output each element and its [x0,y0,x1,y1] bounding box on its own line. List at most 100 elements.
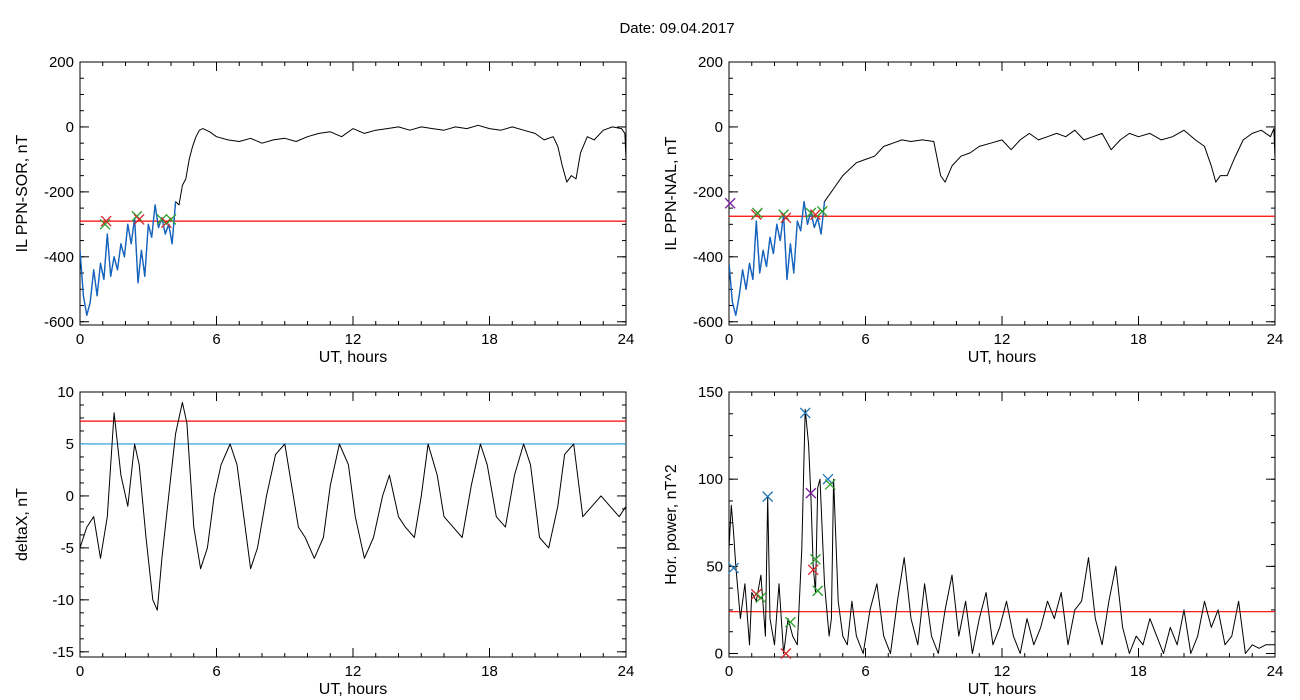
event-marker [762,491,774,503]
event-marker [755,592,767,604]
x-axis-label: UT, hours [968,349,1036,366]
event-marker [807,564,819,576]
event-marker [100,215,112,227]
x-tick-label: 18 [1130,663,1147,680]
x-tick-label: 24 [1267,663,1284,680]
y-tick-label: -600 [44,314,74,331]
plot-frame [79,391,627,658]
highlight-segment [80,201,177,316]
highlight-segment [729,200,826,316]
marker-stroke [160,217,172,229]
marker-stroke [805,207,817,219]
marker-stroke [762,491,774,503]
x-tick-label: 12 [994,663,1011,680]
y-axis-label: deltaX, nT [14,488,31,561]
marker-stroke [809,209,821,221]
y-tick-label: 10 [57,384,74,401]
marker-stroke [799,407,811,419]
x-tick-label: 12 [345,331,362,348]
x-tick-label: 0 [725,663,733,680]
marker-stroke [99,218,111,230]
y-axis-label: IL PPN-SOR, nT [14,134,31,252]
page-title: Date: 09.04.2017 [619,20,734,37]
event-marker [780,648,792,659]
plot-frame [728,61,1276,326]
x-tick-label: 24 [618,331,635,348]
x-tick-label: 12 [994,331,1011,348]
x-tick-label: 24 [1267,331,1284,348]
event-marker [784,616,796,628]
x-tick-label: 12 [345,663,362,680]
plot-frame [79,61,627,326]
marker-stroke [724,197,736,209]
event-marker [160,217,172,229]
x-tick-label: 6 [861,663,869,680]
series-line [80,401,626,611]
marker-stroke [812,585,824,597]
marker-stroke [807,564,819,576]
chart-deltax: 0 6 12 18 24 -15 -10 -5 0 5 10 UT, hours deltaX, nT [14,384,634,698]
x-tick-label: 0 [725,331,733,348]
marker-stroke [805,487,817,499]
marker-stroke [156,214,168,225]
y-axis-label: Hor. power, nT^2 [663,464,680,585]
event-marker [751,207,763,219]
event-marker [809,553,821,565]
x-tick-label: 0 [76,331,84,348]
event-marker [133,214,145,225]
y-tick-label: 0 [715,119,723,136]
x-tick-label: 6 [212,331,220,348]
event-marker [805,487,817,499]
y-tick-label: 100 [698,471,723,488]
event-marker [809,209,821,221]
y-tick-label: 5 [66,436,74,453]
x-axis-label: UT, hours [319,681,387,698]
x-axis-label: UT, hours [968,681,1036,698]
y-tick-label: 50 [706,558,723,575]
x-tick-label: 6 [212,663,220,680]
event-marker [131,210,143,222]
marker-stroke [778,209,790,221]
y-tick-label: -400 [44,249,74,266]
y-tick-label: 0 [66,488,74,505]
y-tick-label: -200 [44,184,74,201]
series-line [729,128,1275,316]
marker-stroke [780,648,792,659]
marker-stroke [809,553,821,565]
y-tick-label: 200 [698,54,723,71]
x-tick-label: 18 [481,663,498,680]
marker-stroke [750,588,762,600]
marker-stroke [824,478,836,490]
event-marker [99,218,111,230]
y-tick-label: 150 [698,384,723,401]
event-marker [780,212,792,224]
marker-stroke [780,212,792,224]
y-tick-label: -400 [693,249,723,266]
event-marker [156,214,168,225]
y-axis-label: IL PPN-NAL, nT [663,136,680,250]
x-tick-label: 24 [618,663,635,680]
x-tick-label: 18 [481,331,498,348]
event-marker [750,588,762,600]
marker-stroke [755,592,767,604]
marker-stroke [133,214,145,225]
y-tick-label: 0 [715,646,723,663]
event-marker [824,478,836,490]
marker-stroke [165,214,177,225]
chart-hor-power: 0 6 12 18 24 0 50 100 150 UT, hours Hor. power, nT… [663,384,1283,698]
event-marker [728,562,740,574]
marker-stroke [822,473,834,485]
marker-stroke [816,205,828,217]
marker-stroke [784,616,796,628]
y-tick-label: 200 [49,54,74,71]
y-tick-label: -10 [52,592,74,609]
marker-stroke [728,562,740,574]
y-tick-label: -600 [693,314,723,331]
x-tick-label: 18 [1130,331,1147,348]
event-marker [165,214,177,225]
series-line [729,408,1275,654]
event-marker [812,585,824,597]
event-marker [778,209,790,221]
event-marker [816,205,828,217]
